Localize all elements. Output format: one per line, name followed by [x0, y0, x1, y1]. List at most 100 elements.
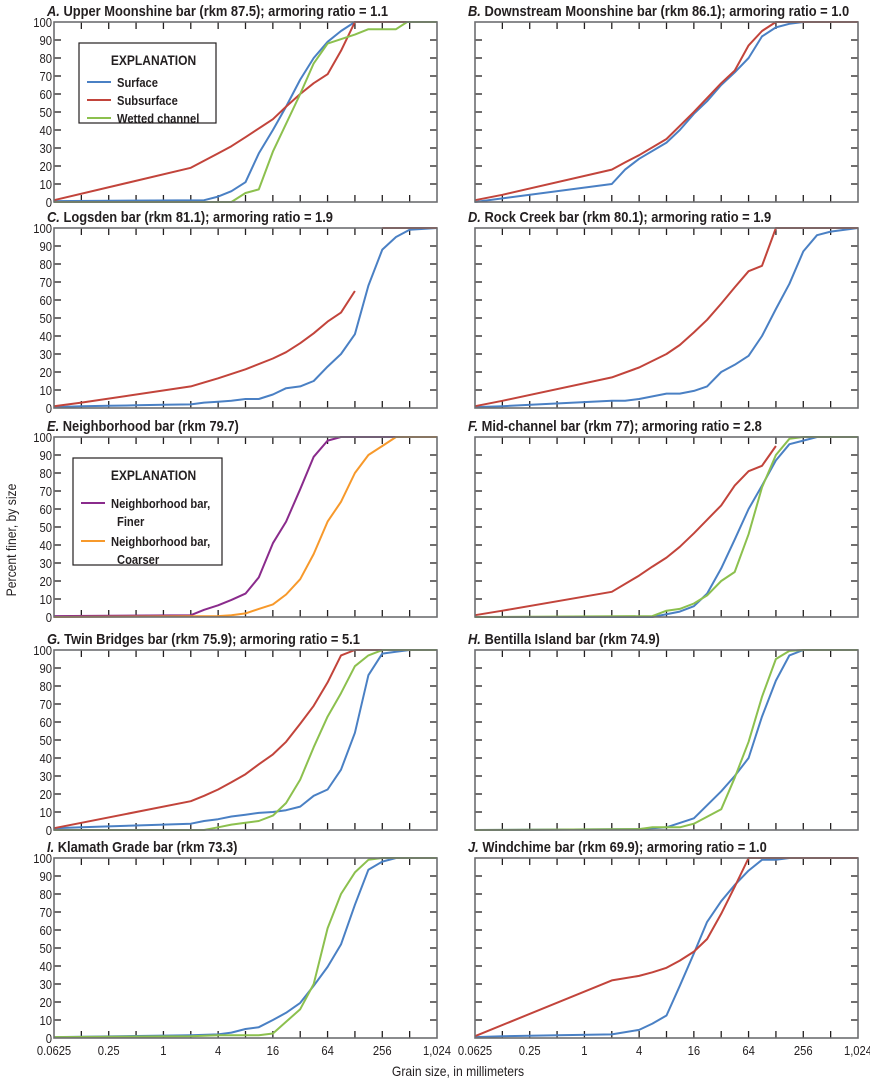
x-tick-label: 16 — [688, 1043, 701, 1058]
y-tick-label: 60 — [39, 715, 52, 730]
panel-letter: G. — [47, 630, 61, 647]
series-line-surface — [53, 857, 437, 1039]
panel-title-text: Upper Moonshine bar (rkm 87.5); armoring… — [60, 2, 388, 19]
series-line-coarser — [53, 436, 437, 618]
panel-h: H. Bentilla Island bar (rkm 74.9) — [468, 630, 859, 831]
panel-letter: I. — [47, 838, 54, 855]
y-tick-label: 90 — [39, 239, 52, 254]
series-line-surface — [475, 436, 858, 618]
x-tick-label: 1 — [160, 1043, 167, 1058]
y-tick-label: 40 — [39, 329, 52, 344]
y-tick-label: 50 — [39, 733, 52, 748]
panel-title-text: Rock Creek bar (rkm 80.1); armoring rati… — [481, 208, 772, 225]
y-tick-label: 70 — [39, 484, 52, 499]
x-tick-label: 64 — [742, 1043, 755, 1058]
y-tick-label: 50 — [39, 105, 52, 120]
panel-g: G. Twin Bridges bar (rkm 75.9); armoring… — [33, 630, 438, 838]
y-tick-label: 40 — [39, 959, 52, 974]
x-tick-label: 64 — [321, 1043, 334, 1058]
panel-letter: E. — [47, 417, 59, 434]
panel-title: B. Downstream Moonshine bar (rkm 86.1); … — [468, 2, 849, 19]
panel-letter: H. — [468, 630, 481, 647]
series-line-subsurface — [474, 445, 777, 617]
plot-frame — [53, 649, 438, 831]
y-tick-label: 80 — [39, 887, 52, 902]
y-tick-label: 80 — [39, 257, 52, 272]
panel-title-text: Klamath Grade bar (rkm 73.3) — [54, 838, 237, 855]
y-tick-label: 50 — [39, 941, 52, 956]
panel-letter: F. — [468, 417, 478, 434]
y-tick-label: 60 — [39, 293, 52, 308]
y-tick-label: 70 — [39, 697, 52, 712]
x-tick-label: 1 — [581, 1043, 588, 1058]
panel-title-text: Mid-channel bar (rkm 77); armoring ratio… — [478, 417, 762, 434]
y-tick-label: 50 — [39, 520, 52, 535]
panel-title: F. Mid-channel bar (rkm 77); armoring ra… — [468, 417, 762, 434]
legend-label-line2: Coarser — [117, 552, 159, 567]
legend-label-line2: Finer — [117, 514, 145, 529]
series-line-subsurface — [53, 649, 437, 830]
x-tick-label: 0.25 — [98, 1043, 120, 1058]
series-line-surface — [474, 227, 859, 409]
y-tick-label: 20 — [39, 787, 52, 802]
x-tick-label: 1,024 — [844, 1043, 870, 1058]
legend-heading: EXPLANATION — [111, 467, 196, 483]
panel-f: F. Mid-channel bar (rkm 77); armoring ra… — [468, 417, 859, 618]
legend-box — [72, 457, 223, 566]
plot-frame — [53, 857, 438, 1039]
x-tick-label: 4 — [636, 1043, 643, 1058]
y-tick-label: 70 — [39, 69, 52, 84]
y-tick-label: 30 — [39, 769, 52, 784]
series-line-subsurface — [474, 227, 858, 408]
series-line-wetted — [54, 649, 437, 831]
legend-label: Wetted channel — [117, 111, 199, 126]
panel-title-text: Twin Bridges bar (rkm 75.9); armoring ra… — [61, 630, 361, 647]
y-tick-label: 30 — [39, 141, 52, 156]
series-line-finer — [53, 436, 437, 618]
y-tick-label: 0 — [46, 823, 53, 838]
x-tick-label: 4 — [215, 1043, 222, 1058]
panel-letter: C. — [47, 208, 60, 225]
y-tick-label: 90 — [39, 448, 52, 463]
y-axis-label: Percent finer, by size — [3, 484, 19, 597]
panel-title-text: Bentilla Island bar (rkm 74.9) — [481, 630, 660, 647]
y-tick-label: 0 — [46, 610, 53, 625]
legend-label: Surface — [117, 75, 158, 90]
y-tick-label: 100 — [33, 221, 52, 236]
plot-frame — [53, 227, 438, 409]
plot-frame — [53, 21, 438, 203]
panel-title-text: Windchime bar (rkm 69.9); armoring ratio… — [479, 838, 767, 855]
y-tick-label: 90 — [39, 661, 52, 676]
panel-a: A. Upper Moonshine bar (rkm 87.5); armor… — [33, 2, 438, 210]
legend-label: Neighborhood bar, — [111, 534, 210, 549]
x-tick-label: 1,024 — [423, 1043, 451, 1058]
y-tick-label: 100 — [33, 851, 52, 866]
x-tick-label: 0.0625 — [37, 1043, 72, 1058]
y-tick-label: 40 — [39, 123, 52, 138]
plot-frame — [474, 857, 859, 1039]
series-line-wetted — [54, 21, 437, 203]
series-line-surface — [53, 649, 437, 830]
y-tick-label: 30 — [39, 556, 52, 571]
y-tick-label: 20 — [39, 995, 52, 1010]
panel-letter: D. — [468, 208, 481, 225]
series-line-subsurface — [474, 21, 858, 202]
panel-title-text: Logsden bar (rkm 81.1); armoring ratio =… — [60, 208, 333, 225]
panel-letter: J. — [468, 838, 479, 855]
y-tick-label: 30 — [39, 977, 52, 992]
panel-title: J. Windchime bar (rkm 69.9); armoring ra… — [468, 838, 767, 855]
y-tick-label: 10 — [39, 177, 52, 192]
panel-title: A. Upper Moonshine bar (rkm 87.5); armor… — [46, 2, 388, 19]
panel-title-text: Neighborhood bar (rkm 79.7) — [59, 417, 239, 434]
legend-label: Neighborhood bar, — [111, 496, 210, 511]
x-axis-label: Grain size, in millimeters — [392, 1063, 524, 1079]
series-line-wetted — [474, 436, 858, 618]
panel-title: D. Rock Creek bar (rkm 80.1); armoring r… — [468, 208, 771, 225]
y-tick-label: 50 — [39, 311, 52, 326]
legend-label: Subsurface — [117, 93, 178, 108]
y-tick-label: 70 — [39, 275, 52, 290]
y-tick-label: 100 — [33, 15, 52, 30]
y-tick-label: 100 — [33, 643, 52, 658]
series-line-wetted — [474, 649, 858, 831]
panel-title: G. Twin Bridges bar (rkm 75.9); armoring… — [47, 630, 360, 647]
